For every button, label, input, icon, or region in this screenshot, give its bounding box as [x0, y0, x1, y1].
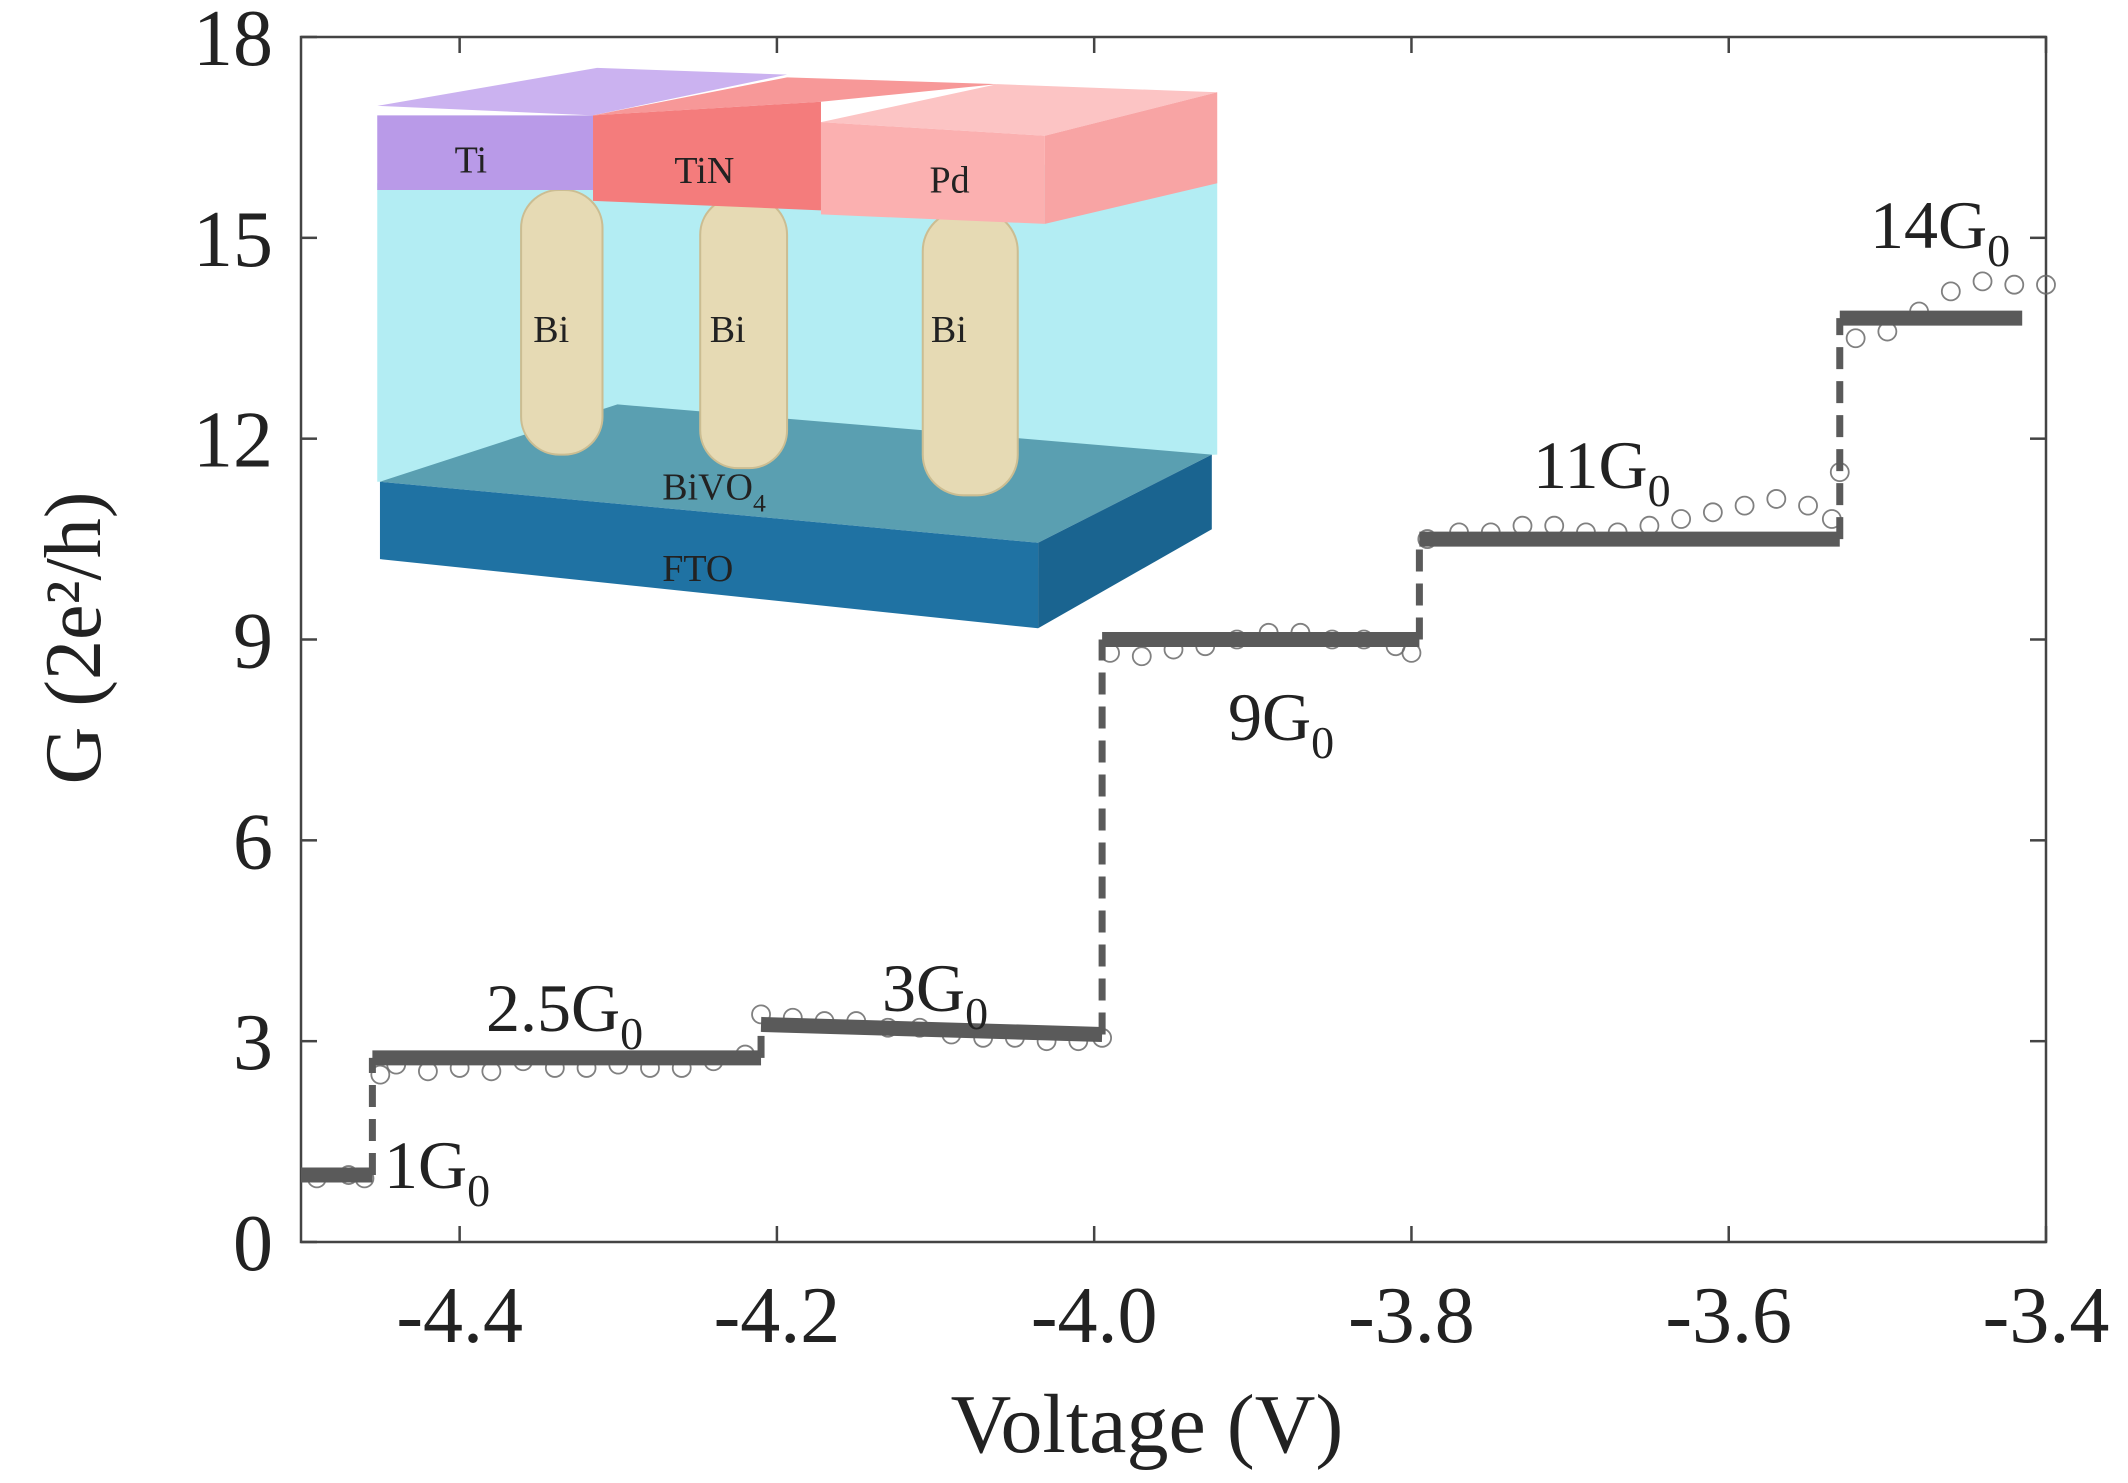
inset-label: FTO — [662, 548, 733, 590]
annotation: 9G0 — [1228, 679, 1334, 768]
inset-label: Bi — [710, 309, 746, 351]
y-tick-label: 12 — [193, 397, 273, 485]
inset-labels: Ti TiN Pd Bi Bi Bi BiVO4 FTO — [455, 139, 970, 589]
y-tick-label: 9 — [233, 598, 273, 686]
y-tick-label: 15 — [193, 196, 273, 284]
inset-label: BiVO4 — [662, 466, 766, 517]
x-tick-label: -3.4 — [1983, 1272, 2110, 1360]
data-point — [2036, 274, 2056, 295]
annotation-sub: 0 — [620, 1008, 643, 1059]
annotation-main: 1G — [384, 1127, 467, 1203]
y-axis-label: G (2e²/h) — [30, 492, 118, 785]
x-axis-label: Voltage (V) — [951, 1378, 1344, 1471]
annotation-main: 3G — [882, 950, 965, 1026]
x-tick-label: -4.0 — [1031, 1272, 1158, 1360]
fto-side — [1038, 454, 1212, 629]
pd-front — [820, 122, 1045, 224]
tin-top — [593, 77, 998, 116]
ti-front — [377, 115, 594, 190]
annotation: 2.5G0 — [486, 970, 643, 1059]
annotation-main: 14G — [1870, 187, 1987, 263]
inset-label: Pd — [930, 160, 970, 202]
annotation: 3G0 — [882, 950, 988, 1039]
pd-side — [1044, 92, 1218, 224]
inset-label: Bi — [533, 309, 569, 351]
fto-front — [379, 481, 1039, 629]
data-point — [1845, 328, 1866, 349]
annotation-sub: 0 — [467, 1165, 490, 1216]
tin-front — [593, 101, 821, 211]
annotation: 11G0 — [1533, 427, 1671, 516]
data-point — [1734, 495, 1755, 516]
step-plateau — [760, 1016, 1103, 1042]
x-tick-label: -3.6 — [1665, 1272, 1792, 1360]
data-point — [1131, 646, 1152, 667]
y-tick-label: 6 — [233, 798, 273, 886]
bi-filament — [921, 209, 1019, 497]
annotation-sub: 0 — [1311, 717, 1334, 768]
inset-diagram: Ti TiN Pd Bi Bi Bi BiVO4 FTO — [377, 67, 1218, 629]
ti-top — [377, 67, 788, 116]
annotation: 14G0 — [1870, 187, 2010, 276]
data-point — [1766, 489, 1787, 509]
y-tick-label: 0 — [233, 1200, 273, 1288]
data-point — [1702, 502, 1723, 523]
inset-label: Bi — [931, 309, 967, 351]
annotation-main: 2.5G — [486, 970, 620, 1046]
inset-label-main: BiVO — [662, 466, 753, 508]
annotation-main: 9G — [1228, 679, 1311, 755]
data-point — [370, 1064, 391, 1085]
data-point — [1671, 509, 1692, 529]
annotation: 1G0 — [384, 1127, 490, 1216]
inset-label: TiN — [674, 150, 734, 192]
pd-top — [820, 84, 1218, 136]
inset-label-sub: 4 — [753, 489, 766, 518]
inset-label: Ti — [455, 139, 487, 181]
bi-filaments — [520, 188, 1019, 497]
data-point — [1798, 495, 1818, 516]
annotation-main: 11G — [1533, 427, 1648, 503]
y-tick-label: 3 — [233, 999, 273, 1087]
data-point — [1940, 281, 1961, 302]
annotation-sub: 0 — [1987, 225, 2010, 276]
y-tick-label: 18 — [193, 0, 273, 83]
x-tick-label: -3.8 — [1348, 1272, 1475, 1360]
data-point — [1972, 271, 1993, 292]
data-point — [2004, 274, 2025, 295]
annotation-sub: 0 — [965, 988, 988, 1039]
data-point — [751, 1004, 771, 1025]
annotation-sub: 0 — [1648, 465, 1671, 516]
x-tick-label: -4.4 — [396, 1272, 523, 1360]
x-tick-label: -4.2 — [714, 1272, 841, 1360]
